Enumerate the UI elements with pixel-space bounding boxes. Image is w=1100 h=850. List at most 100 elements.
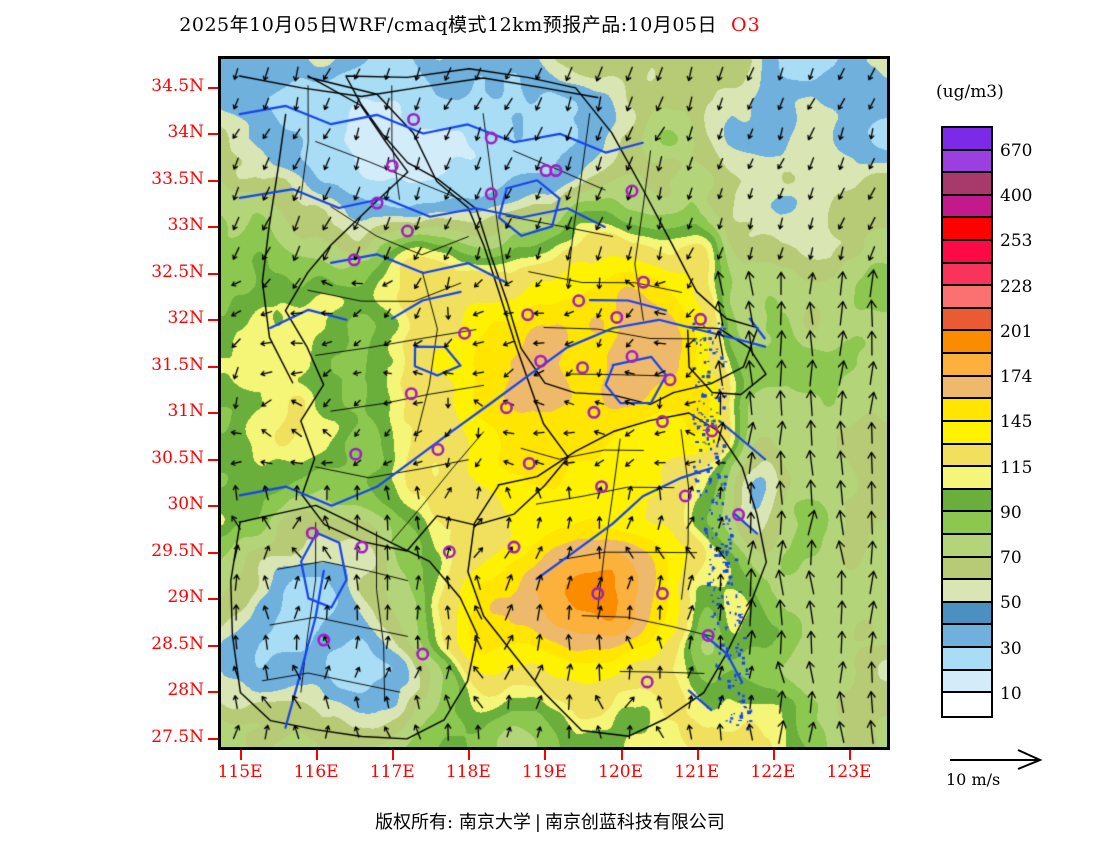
colorbar-value-label: 70 [1000, 548, 1022, 569]
longitude-tick [696, 750, 699, 760]
latitude-label: 27.5N [151, 726, 204, 747]
colorbar-band [943, 421, 991, 445]
colorbar-band [943, 602, 991, 626]
footer-company-text: 南京创蓝科技有限公司 [544, 812, 725, 833]
latitude-label: 30N [167, 494, 204, 515]
colorbar-band [943, 354, 991, 377]
latitude-label: 32N [167, 308, 204, 329]
colorbar-value-label: 30 [1000, 638, 1022, 659]
latitude-tick [208, 691, 218, 694]
latitude-tick [208, 505, 218, 508]
longitude-tick [620, 750, 623, 760]
longitude-label: 119E [522, 762, 567, 782]
page-title: 2025年10月05日WRF/cmaq模式12km预报产品:10月05日 O3 [0, 10, 940, 37]
colorbar-band [943, 128, 991, 151]
latitude-label: 28N [167, 680, 204, 701]
latitude-label: 29.5N [151, 540, 204, 561]
latitude-label: 32.5N [151, 261, 204, 282]
latitude-tick [208, 458, 218, 461]
colorbar-band [943, 625, 991, 649]
wind-arrow-icon [950, 749, 1043, 770]
longitude-tick [240, 750, 243, 760]
colorbar-band [943, 376, 991, 400]
latitude-label: 34.5N [151, 75, 204, 96]
title-main-text: 2025年10月05日WRF/cmaq模式12km预报产品:10月05日 [179, 14, 718, 36]
colorbar-band [943, 286, 991, 309]
colorbar-value-label: 670 [1000, 141, 1033, 161]
colorbar-band [943, 648, 991, 671]
wind-scale-label: 10 m/s [946, 770, 1001, 789]
latitude-label: 33N [167, 215, 204, 236]
colorbar-band [943, 534, 991, 558]
colorbar-band [943, 467, 991, 490]
latitude-label: 30.5N [151, 447, 204, 468]
latitude-label: 33.5N [151, 168, 204, 189]
forecast-map-plot[interactable] [218, 56, 890, 750]
latitude-tick [208, 86, 218, 89]
latitude-tick [208, 133, 218, 136]
colorbar-band [943, 263, 991, 287]
longitude-label: 116E [293, 762, 339, 782]
colorbar-band [943, 557, 991, 581]
latitude-label: 29N [167, 587, 204, 608]
colorbar-band [943, 580, 991, 603]
latitude-tick [208, 319, 218, 322]
colorbar-value-label: 201 [1000, 321, 1033, 342]
colorbar-band [943, 308, 991, 332]
latitude-label: 31N [167, 401, 204, 422]
latitude-tick [208, 272, 218, 275]
colorbar-value-label: 228 [1000, 276, 1033, 297]
longitude-label: 122E [750, 762, 796, 782]
latitude-tick [208, 226, 218, 229]
colorbar-band [943, 241, 991, 264]
longitude-label: 123E [826, 762, 872, 782]
concentration-colorbar[interactable] [941, 126, 993, 718]
copyright-footer: 版权所有: 南京大学 | 南京创蓝科技有限公司 [0, 808, 1100, 834]
longitude-label: 118E [445, 762, 491, 782]
latitude-tick [208, 412, 218, 415]
colorbar-value-label: 400 [1000, 186, 1033, 207]
longitude-label: 115E [217, 762, 263, 782]
wind-scale-legend: 10 m/s [946, 748, 1076, 794]
colorbar-value-label: 90 [1000, 502, 1022, 523]
latitude-tick [208, 644, 218, 647]
colorbar-band [943, 218, 991, 242]
longitude-label: 117E [369, 762, 415, 782]
colorbar-band [943, 512, 991, 535]
colorbar-value-label: 10 [1000, 683, 1022, 704]
colorbar-band [943, 399, 991, 422]
colorbar-band [943, 173, 991, 196]
longitude-tick [316, 750, 319, 760]
latitude-tick [208, 737, 218, 740]
colorbar-band [943, 489, 991, 513]
footer-separator: | [534, 812, 541, 833]
longitude-tick [392, 750, 395, 760]
colorbar-units-label: (ug/m3) [936, 82, 1004, 102]
colorbar-value-label: 145 [1000, 412, 1033, 433]
longitude-tick [468, 750, 471, 760]
title-species-label: O3 [731, 14, 761, 36]
latitude-tick [208, 365, 218, 368]
colorbar-value-label: 115 [1000, 457, 1033, 478]
latitude-label: 34N [167, 122, 204, 143]
latitude-label: 28.5N [151, 633, 204, 654]
colorbar-band [943, 150, 991, 174]
longitude-tick [772, 750, 775, 760]
latitude-tick [208, 598, 218, 601]
o3-concentration-field [221, 59, 887, 747]
colorbar-band [943, 195, 991, 219]
colorbar-band [943, 670, 991, 694]
colorbar-value-label: 50 [1000, 593, 1022, 614]
latitude-label: 31.5N [151, 354, 204, 375]
longitude-label: 120E [598, 762, 644, 782]
longitude-label: 121E [674, 762, 720, 782]
colorbar-band [943, 444, 991, 468]
longitude-tick [544, 750, 547, 760]
longitude-tick [848, 750, 851, 760]
colorbar-band [943, 693, 991, 716]
latitude-tick [208, 179, 218, 182]
colorbar-value-label: 253 [1000, 231, 1033, 252]
colorbar-band [943, 331, 991, 355]
footer-copyright-text: 版权所有: 南京大学 [375, 812, 531, 833]
